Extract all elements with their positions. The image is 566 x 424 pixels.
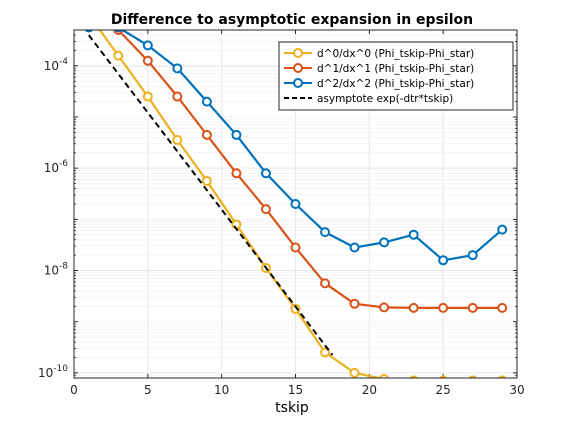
data-point [172,63,183,74]
y-tick-label: 10-8 [44,262,69,278]
data-point [320,347,331,358]
legend-entry-label: asymptote exp(-dtr*tskip) [317,93,453,105]
data-point [201,96,212,107]
data-point [290,242,301,253]
data-point [497,224,508,235]
data-point [497,302,508,313]
data-point [172,91,183,102]
data-point [231,219,242,230]
data-point [201,175,212,186]
data-point [290,199,301,209]
x-tick-label: 25 [436,383,451,397]
y-tick-power: -10 [53,364,68,374]
legend-swatch-marker [293,78,303,88]
y-tick-label: 10-6 [44,159,69,175]
data-point [408,229,419,240]
data-point [379,302,390,313]
data-point [379,237,390,248]
data-point [349,242,360,253]
y-tick-base: 10 [44,264,59,278]
legend-entry-label: d^1/dx^1 (Phi_tskip-Phi_star) [317,63,474,75]
data-point [379,374,389,378]
legend-entry-label: d^2/dx^2 (Phi_tskip-Phi_star) [317,78,474,90]
data-point [320,227,331,238]
data-point [349,367,360,378]
y-tick-base: 10 [44,161,59,175]
series-line [88,34,334,356]
legend-swatch-marker [293,48,303,58]
data-point [260,204,271,215]
x-tick-label: 10 [214,383,229,397]
data-point [142,55,153,66]
data-point [467,250,478,261]
y-tick-power: -8 [59,262,68,272]
x-axis-label: tskip [275,400,309,416]
y-tick-label: 10-4 [44,57,69,73]
data-point [172,135,183,146]
data-point [142,91,153,102]
x-tick-label: 0 [70,383,78,397]
data-point [438,302,449,313]
y-tick-label: 10-10 [38,364,68,380]
chart-title: Difference to asymptotic expansion in ep… [111,12,473,28]
data-point [260,168,271,179]
y-tick-power: -6 [59,159,68,169]
data-point [290,303,301,314]
data-point [320,278,331,289]
legend: d^0/dx^0 (Phi_tskip-Phi_star) d^1/dx^1 (P… [278,41,514,111]
data-point [349,298,360,309]
y-tick-base: 10 [38,366,53,380]
legend-swatch-marker [293,63,303,73]
x-tick-label: 20 [362,383,377,397]
data-point [438,255,449,266]
x-tick-label: 30 [509,383,524,397]
axes-frame [73,29,518,379]
data-point [201,129,212,140]
data-point [113,50,124,61]
legend-entry-label: d^0/dx^0 (Phi_tskip-Phi_star) [317,48,474,60]
data-point [231,168,242,179]
data-point [142,40,153,51]
y-tick-base: 10 [44,59,59,73]
data-point [467,302,478,313]
data-point [408,302,419,313]
x-tick-label: 5 [144,383,152,397]
legend-box [278,41,514,111]
y-tick-power: -4 [59,57,68,67]
x-tick-label: 15 [288,383,303,397]
data-point [231,129,242,140]
